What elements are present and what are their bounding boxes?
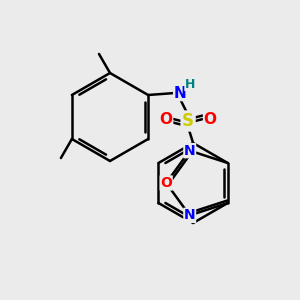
Text: O: O xyxy=(160,176,172,190)
Text: O: O xyxy=(204,112,217,127)
Text: N: N xyxy=(184,208,196,222)
Text: N: N xyxy=(174,85,187,100)
Text: O: O xyxy=(160,112,172,127)
Text: S: S xyxy=(182,112,194,130)
Text: N: N xyxy=(184,144,196,158)
Text: H: H xyxy=(185,77,195,91)
